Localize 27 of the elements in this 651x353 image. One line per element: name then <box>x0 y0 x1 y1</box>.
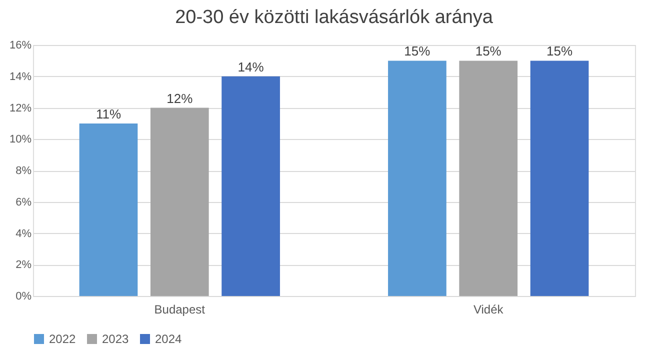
y-tick-label: 16% <box>9 40 32 52</box>
bar <box>79 123 138 296</box>
data-label: 12% <box>166 90 194 106</box>
y-tick-label: 2% <box>16 259 32 272</box>
bar <box>459 60 518 296</box>
bar <box>150 108 209 296</box>
data-label: 15% <box>546 44 573 59</box>
bar <box>388 60 446 296</box>
y-tick-label: 12% <box>9 102 32 114</box>
legend-label: 2023 <box>102 332 130 346</box>
legend-label: 2024 <box>155 332 182 346</box>
y-tick-label: 14% <box>9 70 32 83</box>
chart-title: 20-30 év közötti lakásvásárlók aránya <box>175 7 494 28</box>
data-label: 14% <box>238 59 264 74</box>
bar <box>530 60 589 296</box>
x-tick-label: Budapest <box>154 302 206 316</box>
legend-label: 2022 <box>49 332 76 346</box>
y-tick-label: 8% <box>16 165 32 177</box>
bar <box>222 76 280 296</box>
data-label: 15% <box>404 44 431 59</box>
data-label: 11% <box>96 106 122 122</box>
y-tick-label: 4% <box>16 228 32 240</box>
y-tick-label: 0% <box>16 290 32 302</box>
x-tick-label: Vidék <box>473 302 504 316</box>
data-label: 15% <box>475 44 502 59</box>
y-tick-label: 10% <box>9 134 32 146</box>
y-tick-label: 6% <box>16 196 32 208</box>
